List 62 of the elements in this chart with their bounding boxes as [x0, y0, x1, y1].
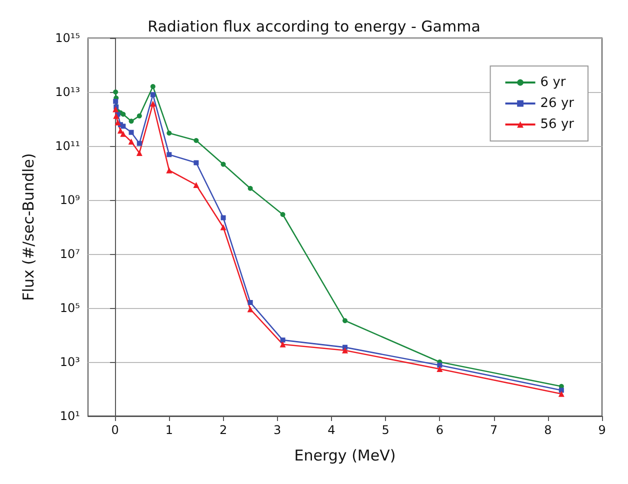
point [128, 138, 134, 145]
point [280, 212, 286, 218]
x-tick-label: 3 [274, 423, 282, 437]
point [150, 92, 156, 98]
x-tick-label: 6 [436, 423, 444, 437]
x-tick-label: 8 [544, 423, 552, 437]
x-tick-label: 4 [328, 423, 336, 437]
x-tick-label: 1 [165, 423, 173, 437]
point [248, 300, 253, 305]
legend-label: 26 yr [540, 96, 575, 111]
y-tick-label: 10⁹ [60, 193, 80, 207]
x-tick-label: 7 [490, 423, 498, 437]
point [166, 152, 172, 158]
point [436, 366, 443, 372]
point [248, 186, 253, 191]
y-axis-title: Flux (#/sec-Bundle) [20, 153, 38, 301]
point [280, 338, 286, 343]
point [220, 162, 226, 167]
point [558, 388, 564, 393]
point [113, 90, 118, 94]
point [220, 215, 226, 220]
point [247, 306, 254, 312]
legend-label: 6 yr [540, 75, 566, 90]
point [342, 318, 348, 324]
x-tick-label: 9 [598, 423, 606, 437]
point [128, 130, 134, 135]
point [117, 128, 124, 134]
point [150, 84, 156, 89]
point [128, 118, 134, 124]
y-tick-label: 10¹¹ [55, 139, 80, 153]
y-tick-label: 10¹⁵ [55, 31, 80, 45]
point [166, 130, 172, 136]
legend-label: 56 yr [540, 117, 575, 132]
y-tick-label: 10³ [60, 355, 80, 369]
x-tick-label: 0 [111, 423, 119, 437]
point [136, 113, 142, 118]
point [194, 160, 199, 166]
point [136, 150, 142, 156]
y-tick-label: 10¹³ [55, 85, 80, 99]
point [114, 119, 121, 126]
x-axis-title: Energy (MeV) [294, 446, 396, 464]
y-tick-label: 10¹ [60, 409, 80, 423]
point [342, 347, 348, 354]
point [150, 100, 156, 107]
point [193, 182, 200, 188]
y-tick-label: 10⁷ [60, 247, 80, 261]
point [120, 124, 126, 129]
point [558, 390, 564, 397]
point [120, 112, 126, 117]
y-tick-label: 10⁵ [60, 301, 80, 315]
chart-title: Radiation flux according to energy - Gamma [148, 18, 480, 36]
point [220, 224, 226, 230]
point [166, 167, 172, 174]
point [280, 341, 286, 348]
point [120, 130, 126, 137]
point [136, 140, 142, 146]
point [437, 362, 442, 368]
point [112, 106, 119, 112]
x-tick-label: 2 [219, 423, 228, 437]
point [113, 98, 118, 104]
x-tick-label: 5 [382, 423, 390, 437]
point [194, 138, 199, 143]
